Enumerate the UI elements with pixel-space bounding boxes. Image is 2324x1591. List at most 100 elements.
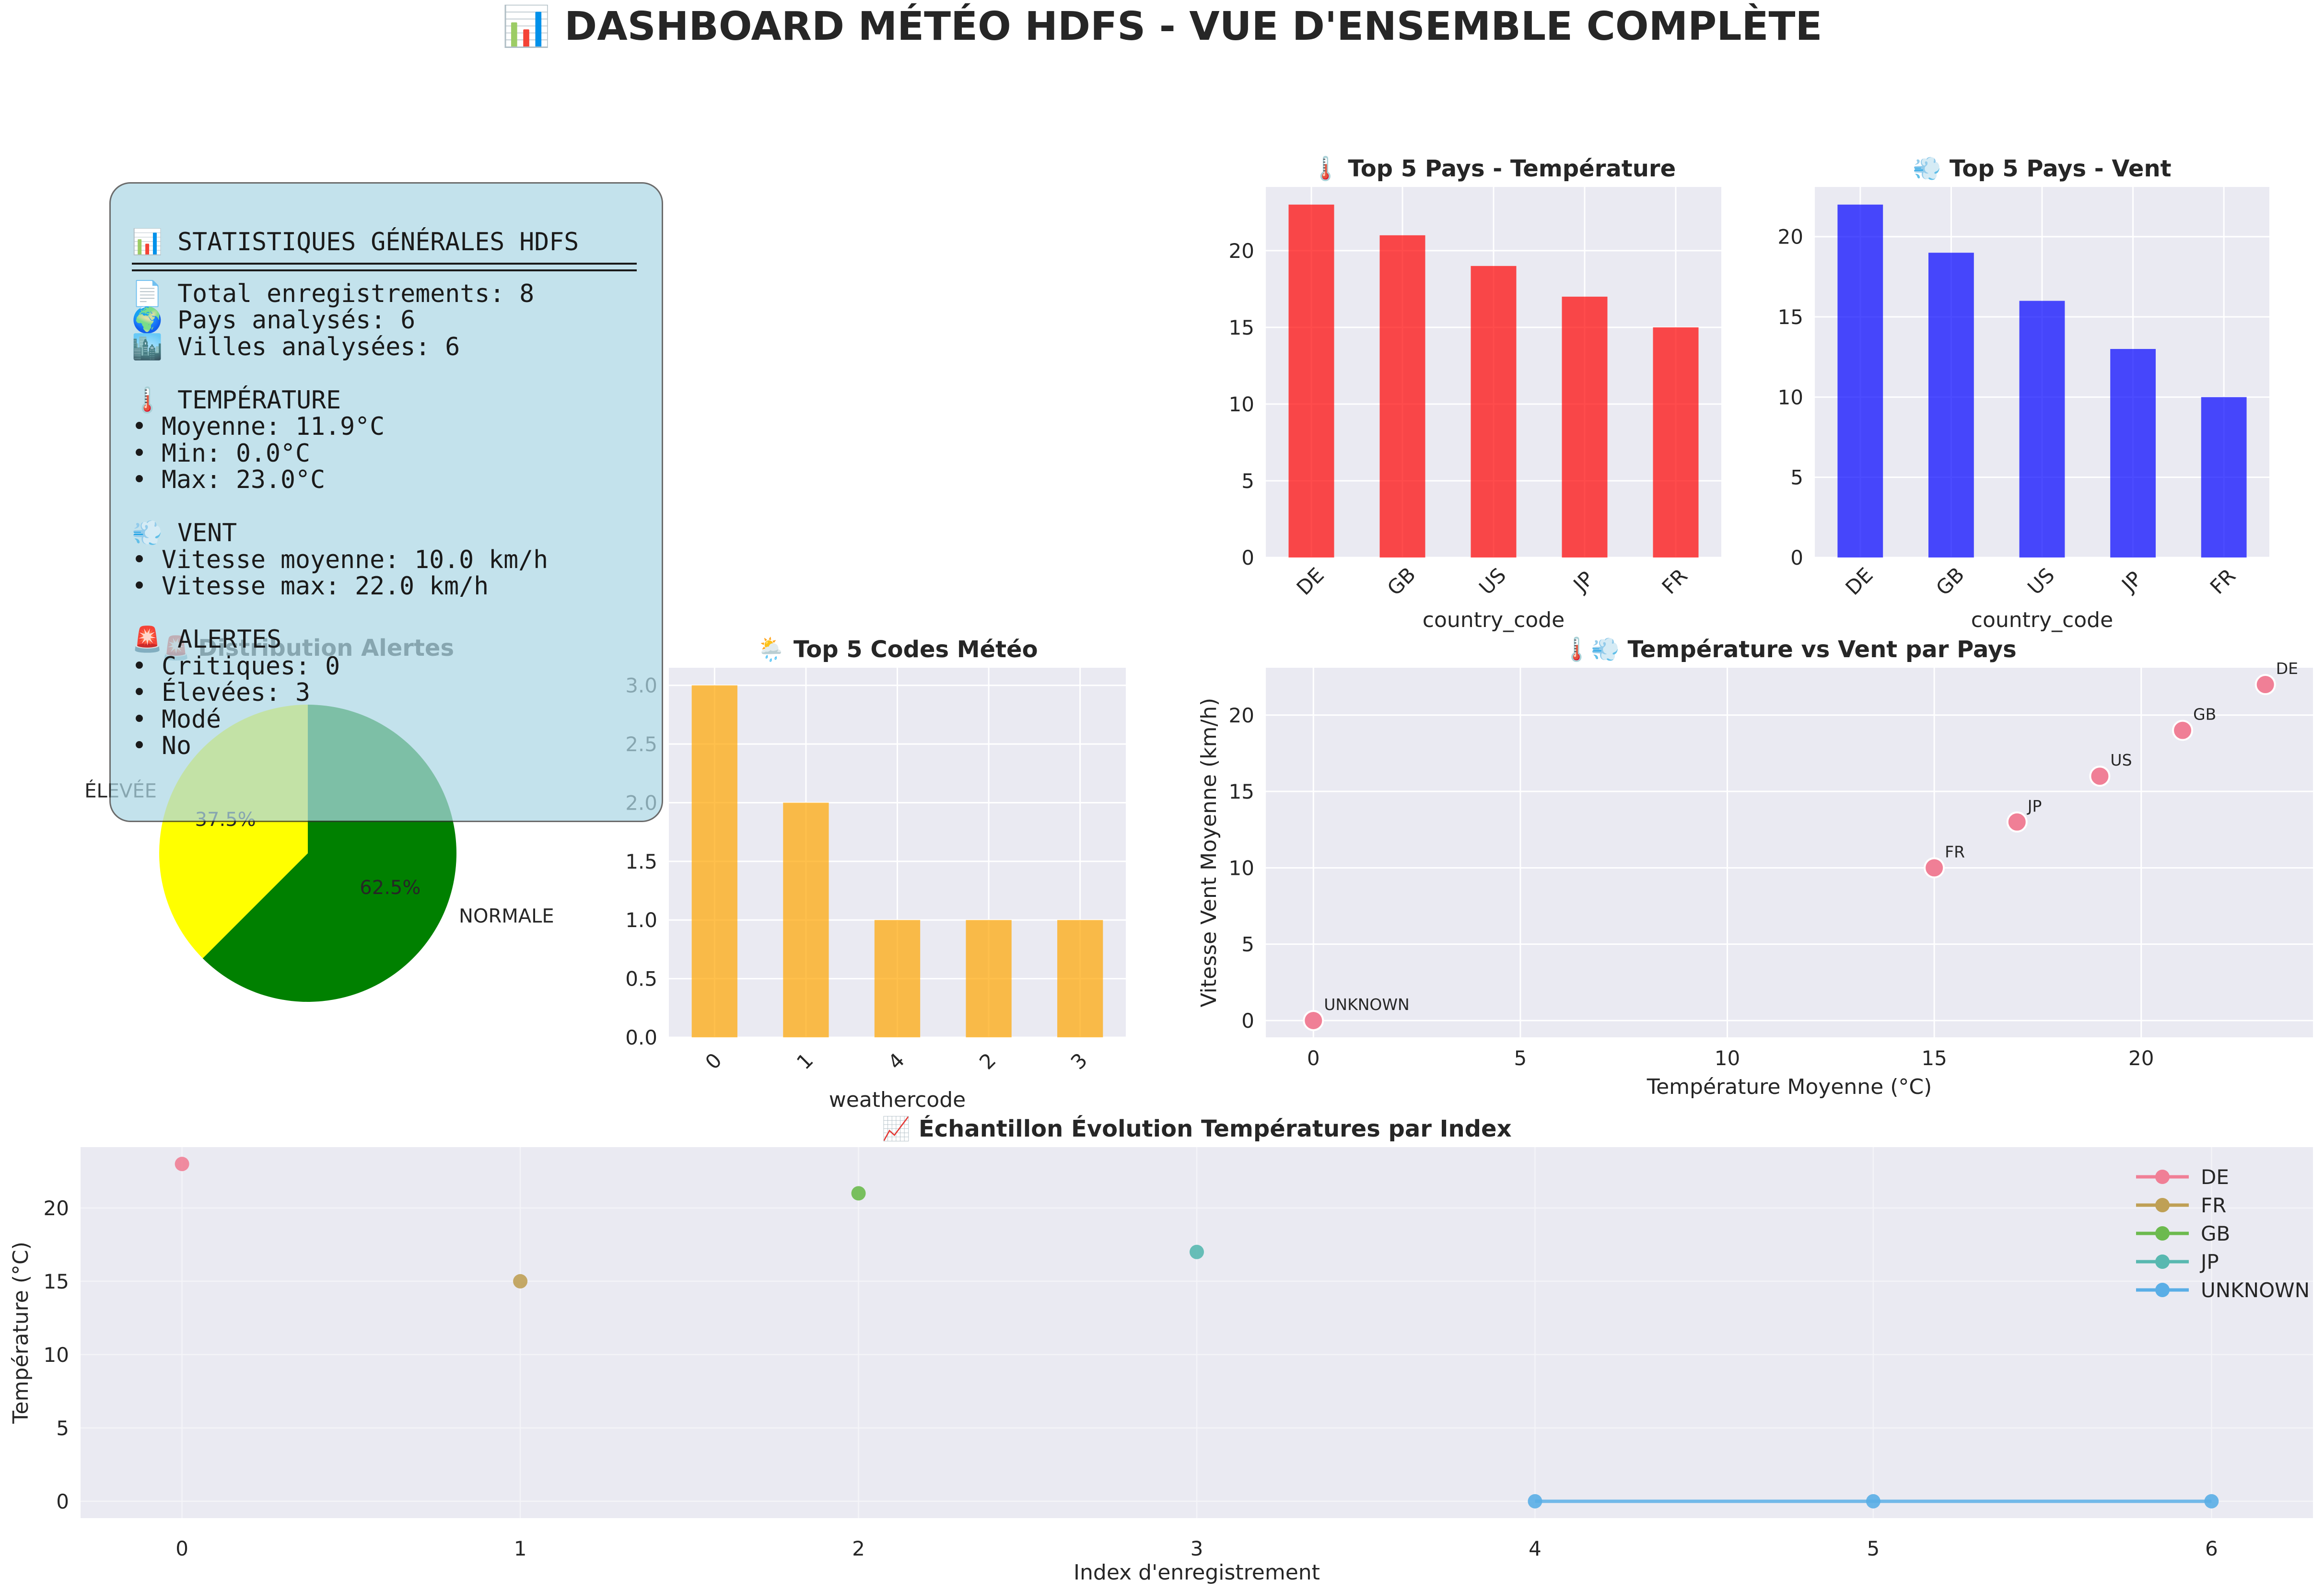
wind-x-tick-label: US xyxy=(2023,563,2059,599)
legend-marker xyxy=(2155,1226,2170,1241)
stats-line: 💨 VENT xyxy=(132,519,237,547)
temp-x-tick-label: GB xyxy=(1383,563,1420,600)
temp-bar xyxy=(1288,204,1334,557)
scatter-point xyxy=(2089,766,2111,787)
pie-pct-label: 62.5% xyxy=(360,877,420,899)
temp-y-tick-label: 5 xyxy=(1241,469,1254,493)
stats-line: • No xyxy=(132,732,192,760)
legend-marker xyxy=(2155,1283,2170,1297)
stats-line: • Max: 23.0°C xyxy=(132,465,326,494)
temp-y-tick-label: 10 xyxy=(1229,393,1254,416)
temp-bar xyxy=(1379,235,1425,558)
temp-x-axis-label: country_code xyxy=(1423,608,1565,632)
wind-y-tick-label: 20 xyxy=(1778,225,1803,249)
wind-y-tick-label: 10 xyxy=(1778,385,1803,409)
scatter-x-tick-label: 0 xyxy=(1307,1046,1320,1070)
legend-label: UNKNOWN xyxy=(2201,1278,2310,1302)
wind-y-tick-label: 15 xyxy=(1778,305,1803,329)
scatter-point xyxy=(1303,1010,1324,1031)
evolution-y-tick-label: 0 xyxy=(56,1490,69,1513)
stats-box xyxy=(109,182,663,822)
codes-bar xyxy=(1057,920,1103,1037)
scatter-point xyxy=(1924,857,1945,879)
legend-label: FR xyxy=(2201,1194,2226,1217)
evolution-marker xyxy=(175,1157,189,1172)
dashboard-title: 📊 DASHBOARD MÉTÉO HDFS - VUE D'ENSEMBLE … xyxy=(502,4,1822,49)
legend-marker xyxy=(2155,1198,2170,1212)
scatter-point xyxy=(2006,811,2028,833)
wind-x-tick-label: DE xyxy=(1841,563,1877,600)
wind-x-tick-label: JP xyxy=(2116,567,2147,597)
stats-text: 📊 STATISTIQUES GÉNÉRALES HDFS 📄 Total en… xyxy=(132,229,650,760)
evolution-series xyxy=(1528,1494,2219,1509)
codes-bar xyxy=(783,802,829,1037)
evolution-x-tick-label: 1 xyxy=(514,1537,527,1560)
stats-line: 📄 Total enregistrements: 8 xyxy=(132,279,535,308)
scatter-x-axis-label: Température Moyenne (°C) xyxy=(1647,1075,1932,1099)
scatter-title: 🌡️💨 Température vs Vent par Pays xyxy=(1562,636,2016,663)
codes-y-tick-label: 0.0 xyxy=(625,1026,657,1049)
scatter-point-label: US xyxy=(2110,751,2132,769)
wind-x-tick-label: GB xyxy=(1931,563,1969,600)
codes-x-tick-label: 0 xyxy=(701,1048,726,1074)
codes-x-axis-label: weathercode xyxy=(829,1088,966,1112)
stats-line: 🌍 Pays analysés: 6 xyxy=(132,306,416,335)
evolution-x-tick-label: 0 xyxy=(175,1537,188,1560)
legend-label: DE xyxy=(2201,1165,2229,1189)
evolution-y-axis-label: Température (°C) xyxy=(9,1242,33,1424)
evolution-marker xyxy=(1528,1494,1542,1509)
stats-line: • Moyenne: 11.9°C xyxy=(132,412,385,441)
scatter-y-tick-label: 0 xyxy=(1241,1009,1254,1033)
codes-y-tick-label: 0.5 xyxy=(625,967,657,991)
evolution-marker xyxy=(851,1186,866,1201)
stats-line xyxy=(132,360,650,387)
stats-line: 🌡️ TEMPÉRATURE xyxy=(132,385,341,415)
evolution-marker xyxy=(1190,1244,1204,1259)
stats-line: • Vitesse max: 22.0 km/h xyxy=(132,572,489,601)
stats-line: • Élevées: 3 xyxy=(132,678,311,707)
legend-label: GB xyxy=(2201,1222,2230,1245)
stats-line: • Critiques: 0 xyxy=(132,651,340,681)
evolution-marker xyxy=(1866,1494,1880,1509)
evolution-y-tick-label: 20 xyxy=(44,1196,69,1220)
legend-marker xyxy=(2155,1254,2170,1269)
wind-bar xyxy=(2019,301,2065,557)
codes-x-tick-label: 1 xyxy=(792,1048,818,1074)
scatter-point-label: DE xyxy=(2276,659,2298,678)
stats-title: 📊 STATISTIQUES GÉNÉRALES HDFS xyxy=(132,228,579,256)
temp-bar xyxy=(1653,327,1699,557)
scatter-point xyxy=(2254,674,2276,696)
evolution-x-tick-label: 6 xyxy=(2205,1537,2218,1560)
scatter-point-label: GB xyxy=(2193,705,2216,724)
evolution-series xyxy=(1190,1244,1204,1259)
temp-y-axis: 0 5 10 15 20 xyxy=(1229,239,1721,569)
evolution-x-tick-label: 5 xyxy=(1867,1537,1880,1560)
scatter-point-label: UNKNOWN xyxy=(1324,995,1409,1014)
codes-bar xyxy=(966,920,1012,1037)
temp-y-tick-label: 0 xyxy=(1241,546,1254,569)
temp-y-tick-label: 20 xyxy=(1229,239,1254,263)
evolution-x-tick-label: 4 xyxy=(1529,1537,1542,1560)
stats-line xyxy=(132,600,650,627)
stats-line: • Vitesse moyenne: 10.0 km/h xyxy=(132,545,549,574)
evolution-series xyxy=(851,1186,866,1201)
pie-slice-label: NORMALE xyxy=(459,905,554,927)
scatter-point xyxy=(2172,720,2194,741)
wind-x-axis-label: country_code xyxy=(1971,608,2113,632)
evolution-y-tick-label: 15 xyxy=(44,1270,69,1293)
evolution-series xyxy=(175,1157,189,1172)
temp-x-tick-label: FR xyxy=(1658,564,1692,599)
scatter-y-axis-label: Vitesse Vent Moyenne (km/h) xyxy=(1197,698,1221,1008)
wind-bar xyxy=(2201,397,2247,557)
codes-y-tick-label: 1.5 xyxy=(625,850,657,873)
wind-y-tick-label: 0 xyxy=(1790,546,1803,569)
codes-y-tick-label: 1.0 xyxy=(625,908,657,932)
temp-x-tick-label: US xyxy=(1474,563,1510,599)
scatter-y-axis: 0 5 10 15 20 xyxy=(1229,704,2313,1033)
stats-line: 🚨 ALERTES xyxy=(132,625,282,654)
stats-rule xyxy=(132,262,637,271)
scatter-point-label: JP xyxy=(2027,797,2042,815)
scatter-x-tick-label: 20 xyxy=(2128,1046,2154,1070)
temp-bar xyxy=(1471,266,1517,557)
evolution-marker xyxy=(513,1274,528,1289)
